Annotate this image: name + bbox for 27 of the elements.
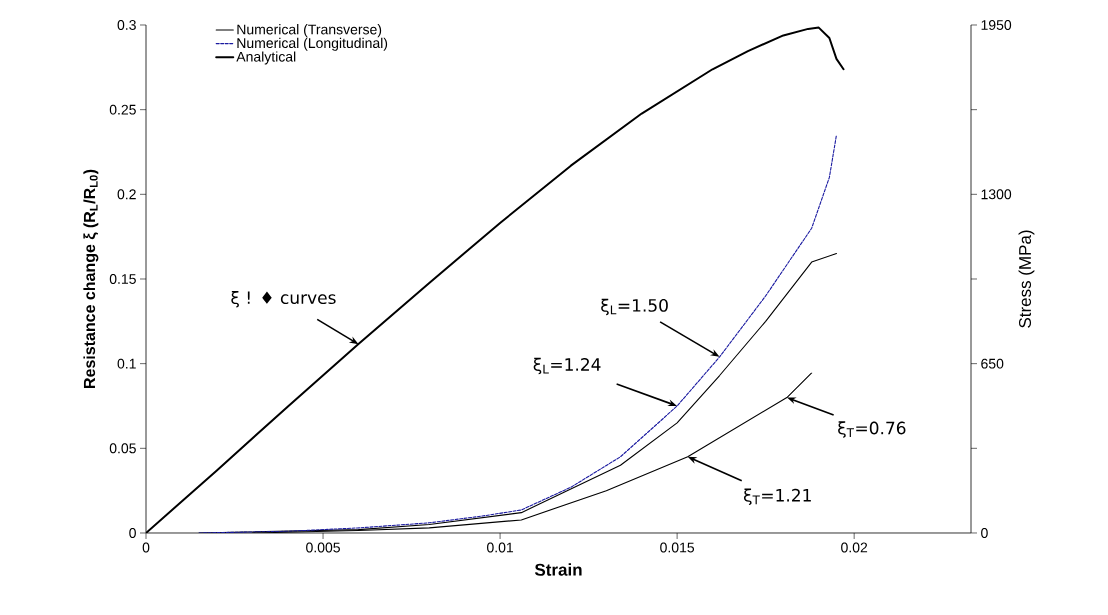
y-tick-label: 0.2: [117, 189, 136, 200]
annotation: ξ$_{L}$=1.50: [601, 298, 668, 316]
y2-axis-title: Stress (MPa): [1018, 230, 1035, 328]
annotation: ξ$_{T}$=0.76: [838, 421, 906, 438]
annotation: ξ ! ♦ curves: [231, 290, 336, 308]
x-tick-label: 0: [142, 542, 150, 553]
y-axis-title: Resistance change ξ (R$_{L}$/R$_{L0}$): [83, 169, 99, 388]
y-tick-label: 0: [129, 528, 136, 538]
legend-label: Numerical (Transverse): [237, 24, 382, 38]
x-tick-label: 0.01: [487, 542, 514, 553]
y-tick-label: 0.15: [109, 274, 136, 284]
y2-tick-label: 1950: [981, 20, 1012, 30]
x-axis-title: Strain: [534, 563, 582, 576]
annotation: ξ$_{L}$=1.24: [533, 357, 601, 375]
x-tick-label: 0.005: [306, 542, 340, 553]
y-tick-label: 0.05: [109, 443, 136, 454]
y-tick-label: 0.3: [117, 20, 136, 30]
y2-tick-label: 650: [981, 358, 1004, 369]
y2-tick-label: 1300: [981, 189, 1012, 200]
annotation: ξ$_{T}$=1.21: [743, 488, 811, 506]
legend-label: Numerical (Longitudinal): [237, 37, 388, 51]
y-tick-label: 0.25: [109, 104, 136, 115]
x-tick-label: 0.02: [841, 542, 868, 553]
y-tick-label: 0.1: [117, 358, 136, 369]
legend-label: Analytical: [236, 51, 296, 65]
y2-tick-label: 0: [981, 528, 988, 538]
x-tick-label: 0.015: [660, 542, 695, 553]
